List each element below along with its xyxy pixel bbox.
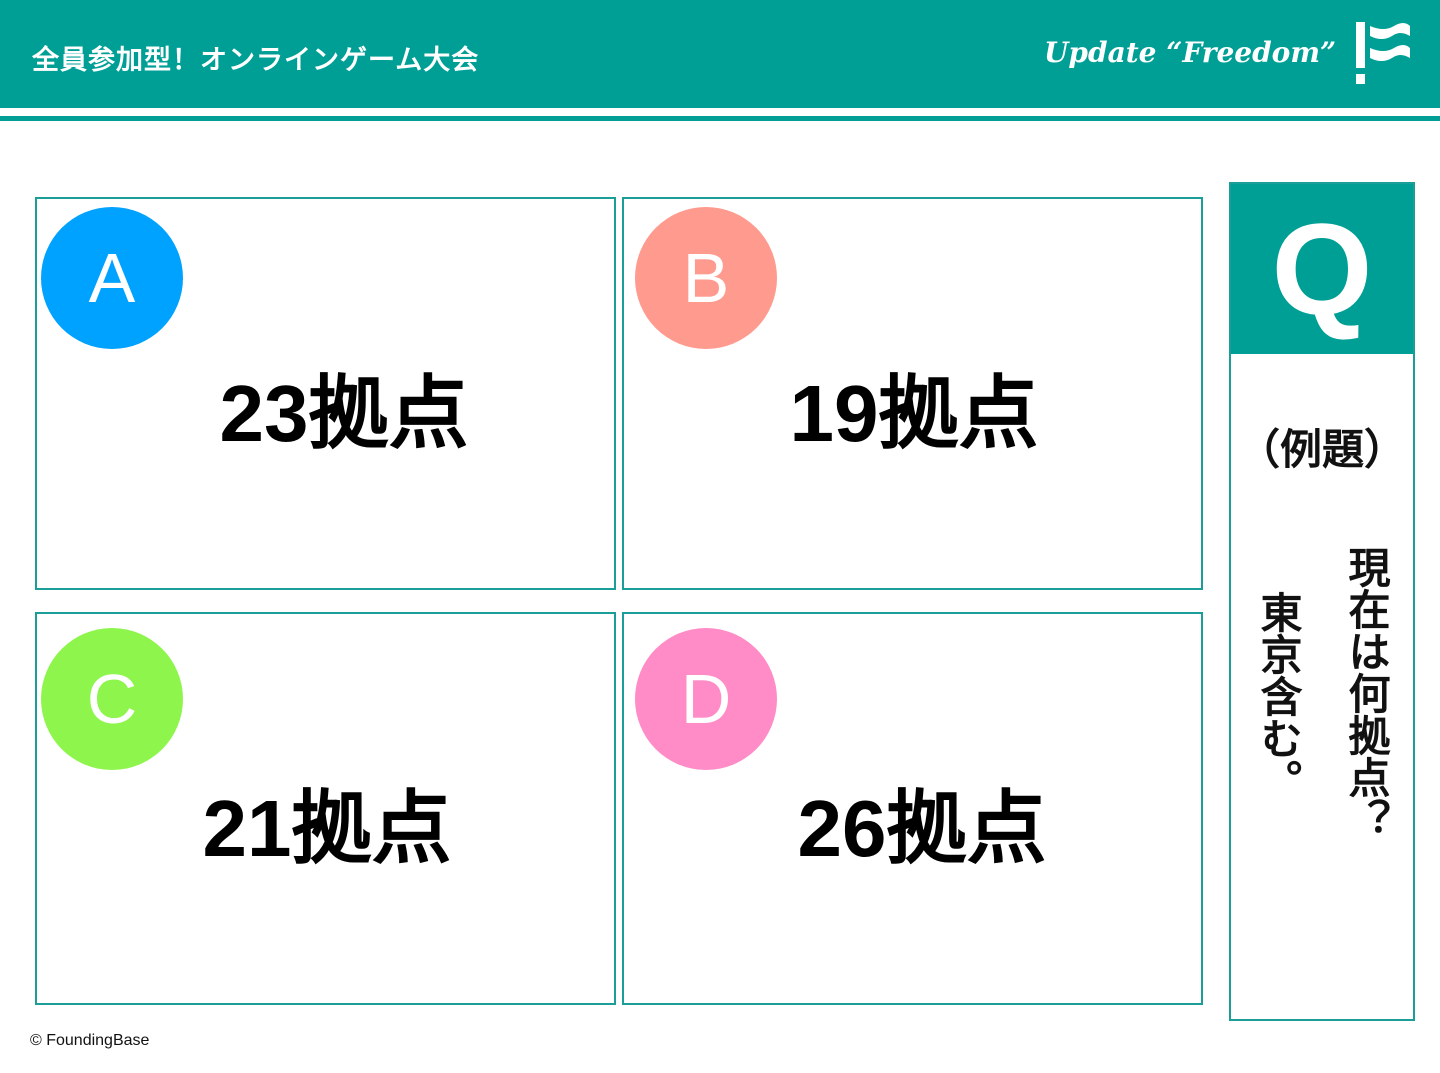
option-badge: A	[41, 207, 183, 349]
option-answer: 23拠点	[219, 369, 469, 458]
option-badge: D	[635, 628, 777, 770]
option-card-b[interactable]: B 19拠点	[622, 197, 1203, 590]
example-label: （例題）	[1237, 425, 1406, 474]
option-answer: 19拠点	[789, 369, 1039, 458]
header-divider	[0, 116, 1440, 121]
question-label: Q	[1231, 184, 1413, 354]
option-card-d[interactable]: D 26拠点	[622, 612, 1203, 1005]
copyright: © FoundingBase	[30, 1032, 150, 1049]
question-text: 現在は何拠点？	[1342, 546, 1391, 840]
option-badge: C	[41, 628, 183, 770]
option-card-c[interactable]: C 21拠点	[35, 612, 616, 1005]
slide-title: 全員参加型！オンラインゲーム大会	[32, 45, 480, 76]
flag-logo-icon	[1356, 22, 1410, 84]
option-answer: 26拠点	[797, 784, 1047, 873]
question-panel: Q （例題） 現在は何拠点？ 東京含む。	[1229, 182, 1415, 1021]
option-card-a[interactable]: A 23拠点	[35, 197, 616, 590]
option-badge: B	[635, 207, 777, 349]
tagline: Update “Freedom”	[1044, 36, 1337, 69]
question-note: 東京含む。	[1254, 591, 1303, 801]
option-answer: 21拠点	[202, 784, 452, 873]
header-bar: 全員参加型！オンラインゲーム大会 Update “Freedom”	[0, 0, 1440, 108]
